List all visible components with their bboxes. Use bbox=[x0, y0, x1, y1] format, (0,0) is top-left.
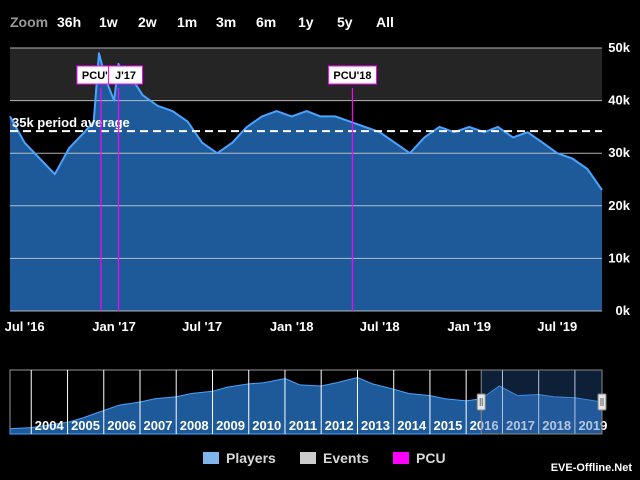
zoom-button-3m[interactable]: 3m bbox=[216, 14, 237, 30]
navigator-year-label: 2004 bbox=[35, 418, 65, 433]
legend-item-events[interactable]: Events bbox=[300, 450, 369, 466]
x-axis: Jul '16 Jan '17 Jul '17 Jan '18 Jul '18 Jan '… bbox=[5, 319, 578, 334]
zoom-toolbar: Zoom 36h 1w 2w 1m 3m 6m 1y 5y All bbox=[0, 0, 640, 44]
x-tick-label: Jul '19 bbox=[537, 319, 577, 334]
x-tick-label: Jul '16 bbox=[5, 319, 45, 334]
x-tick-label: Jul '17 bbox=[182, 319, 222, 334]
event-flag: J'17 bbox=[107, 65, 143, 85]
event-flag: PCU'18 bbox=[327, 65, 377, 85]
zoom-button-6m[interactable]: 6m bbox=[256, 14, 277, 30]
players-line bbox=[9, 52, 603, 191]
y-tick-label: 40k bbox=[608, 93, 630, 108]
zoom-button-1m[interactable]: 1m bbox=[177, 14, 198, 30]
zoom-button-5y[interactable]: 5y bbox=[337, 14, 353, 30]
credit-text: EVE-Offline.Net bbox=[550, 462, 632, 474]
navigator-year-label: 2008 bbox=[180, 418, 209, 433]
zoom-button-all[interactable]: All bbox=[376, 14, 394, 30]
players-area bbox=[10, 53, 602, 312]
event-flag-label: PCU'18 bbox=[333, 70, 371, 82]
navigator-year-label: 2016 bbox=[470, 418, 499, 433]
events-swatch-icon bbox=[300, 452, 316, 464]
y-tick-label: 10k bbox=[608, 250, 630, 265]
navigator-handle-right[interactable] bbox=[597, 393, 607, 411]
legend: Players Events PCU bbox=[0, 450, 640, 470]
navigator-handle-left[interactable] bbox=[476, 393, 486, 411]
y-tick-label: 30k bbox=[608, 145, 630, 160]
legend-item-pcu[interactable]: PCU bbox=[393, 450, 446, 466]
navigator-year-label: 2013 bbox=[361, 418, 390, 433]
legend-item-players[interactable]: Players bbox=[203, 450, 276, 466]
event-flag-label: J'17 bbox=[115, 70, 136, 82]
y-axis: 0k 10k 20k 30k 40k 50k bbox=[608, 40, 630, 318]
navigator-background bbox=[9, 369, 603, 435]
y-tick-label: 0k bbox=[616, 303, 631, 318]
zoom-button-1y[interactable]: 1y bbox=[298, 14, 314, 30]
pcu-swatch-icon bbox=[393, 452, 409, 464]
navigator: 2004 2005 2006 2007 2008 2009 2010 2011 2012 2013… bbox=[9, 369, 607, 435]
legend-label-players: Players bbox=[226, 450, 276, 466]
zoom-label: Zoom bbox=[10, 14, 49, 30]
event-flag-box bbox=[107, 65, 143, 85]
navigator-selection bbox=[480, 369, 603, 435]
navigator-year-label: 2007 bbox=[144, 418, 173, 433]
navigator-year-label: 2005 bbox=[71, 418, 100, 433]
players-swatch-icon bbox=[203, 452, 219, 464]
navigator-year-label: 2015 bbox=[433, 418, 462, 433]
navigator-year-label: 2018 bbox=[542, 418, 571, 433]
zoom-button-1w[interactable]: 1w bbox=[99, 14, 118, 30]
x-tick-label: Jan '19 bbox=[447, 319, 491, 334]
navigator-year-label: 2014 bbox=[397, 418, 427, 433]
navigator-area bbox=[9, 376, 603, 435]
plot-area: 35k period average bbox=[9, 47, 603, 312]
event-flag-box bbox=[327, 65, 377, 85]
navigator-year-label: 2017 bbox=[506, 418, 535, 433]
y-tick-label: 20k bbox=[608, 198, 630, 213]
player-count-chart[interactable]: 35k period average 0k 10k 20k 30k 40k 50k Jul… bbox=[0, 0, 640, 345]
x-tick-label: Jul '18 bbox=[360, 319, 400, 334]
zoom-button-2w[interactable]: 2w bbox=[138, 14, 157, 30]
navigator-year-label: 2010 bbox=[252, 418, 281, 433]
period-average-label: 35k period average bbox=[12, 115, 130, 130]
navigator-year-label: 2009 bbox=[216, 418, 245, 433]
y-tick-label: 50k bbox=[608, 40, 630, 55]
event-flags: PCU'16J'17 PCU'18 bbox=[76, 65, 377, 85]
x-tick-label: Jan '18 bbox=[270, 319, 314, 334]
navigator-year-label: 2012 bbox=[325, 418, 354, 433]
legend-label-events: Events bbox=[323, 450, 369, 466]
zoom-button-36h[interactable]: 36h bbox=[57, 14, 82, 30]
legend-label-pcu: PCU bbox=[416, 450, 446, 466]
x-tick-label: Jan '17 bbox=[92, 319, 136, 334]
navigator-year-label: 2011 bbox=[289, 418, 317, 433]
navigator-year-label: 2019 bbox=[578, 418, 607, 433]
navigator-year-label: 2006 bbox=[107, 418, 136, 433]
